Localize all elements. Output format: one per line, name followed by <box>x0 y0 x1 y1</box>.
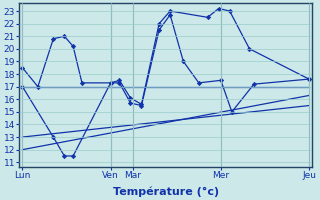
X-axis label: Température (°c): Température (°c) <box>113 186 219 197</box>
